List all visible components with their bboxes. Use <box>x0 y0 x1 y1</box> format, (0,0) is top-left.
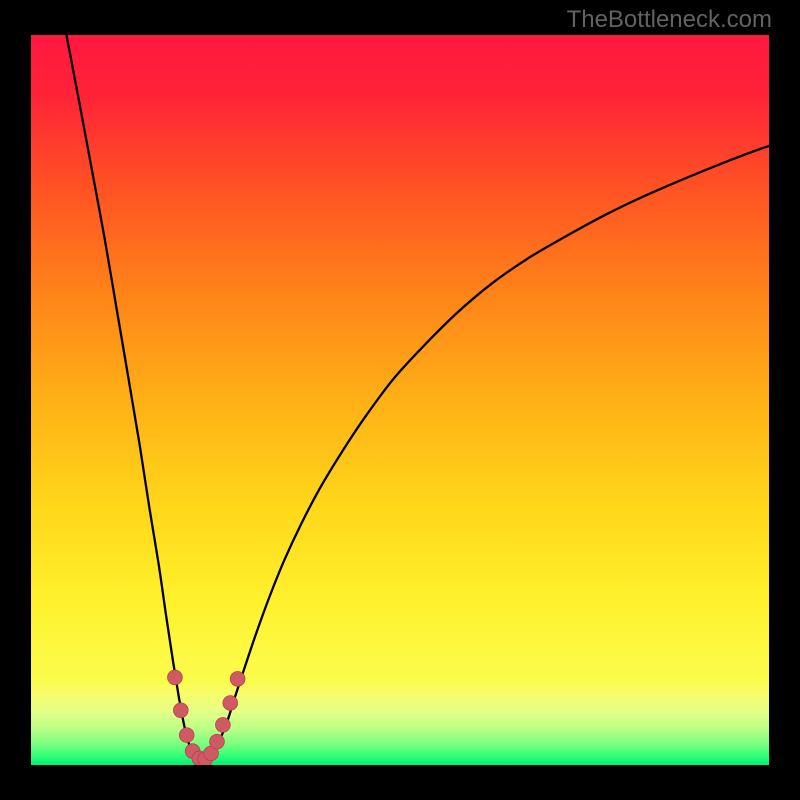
marker-dot <box>173 703 188 718</box>
marker-dot <box>210 734 225 749</box>
marker-dot <box>223 696 238 711</box>
plot-svg <box>31 35 769 765</box>
marker-dot <box>230 671 245 686</box>
watermark-text: TheBottleneck.com <box>567 6 772 34</box>
gradient-background <box>31 35 769 765</box>
plot-area <box>31 35 769 765</box>
marker-dot <box>215 717 230 732</box>
marker-dot <box>179 728 194 743</box>
marker-dot <box>168 670 183 685</box>
chart-frame: TheBottleneck.com <box>0 0 800 800</box>
